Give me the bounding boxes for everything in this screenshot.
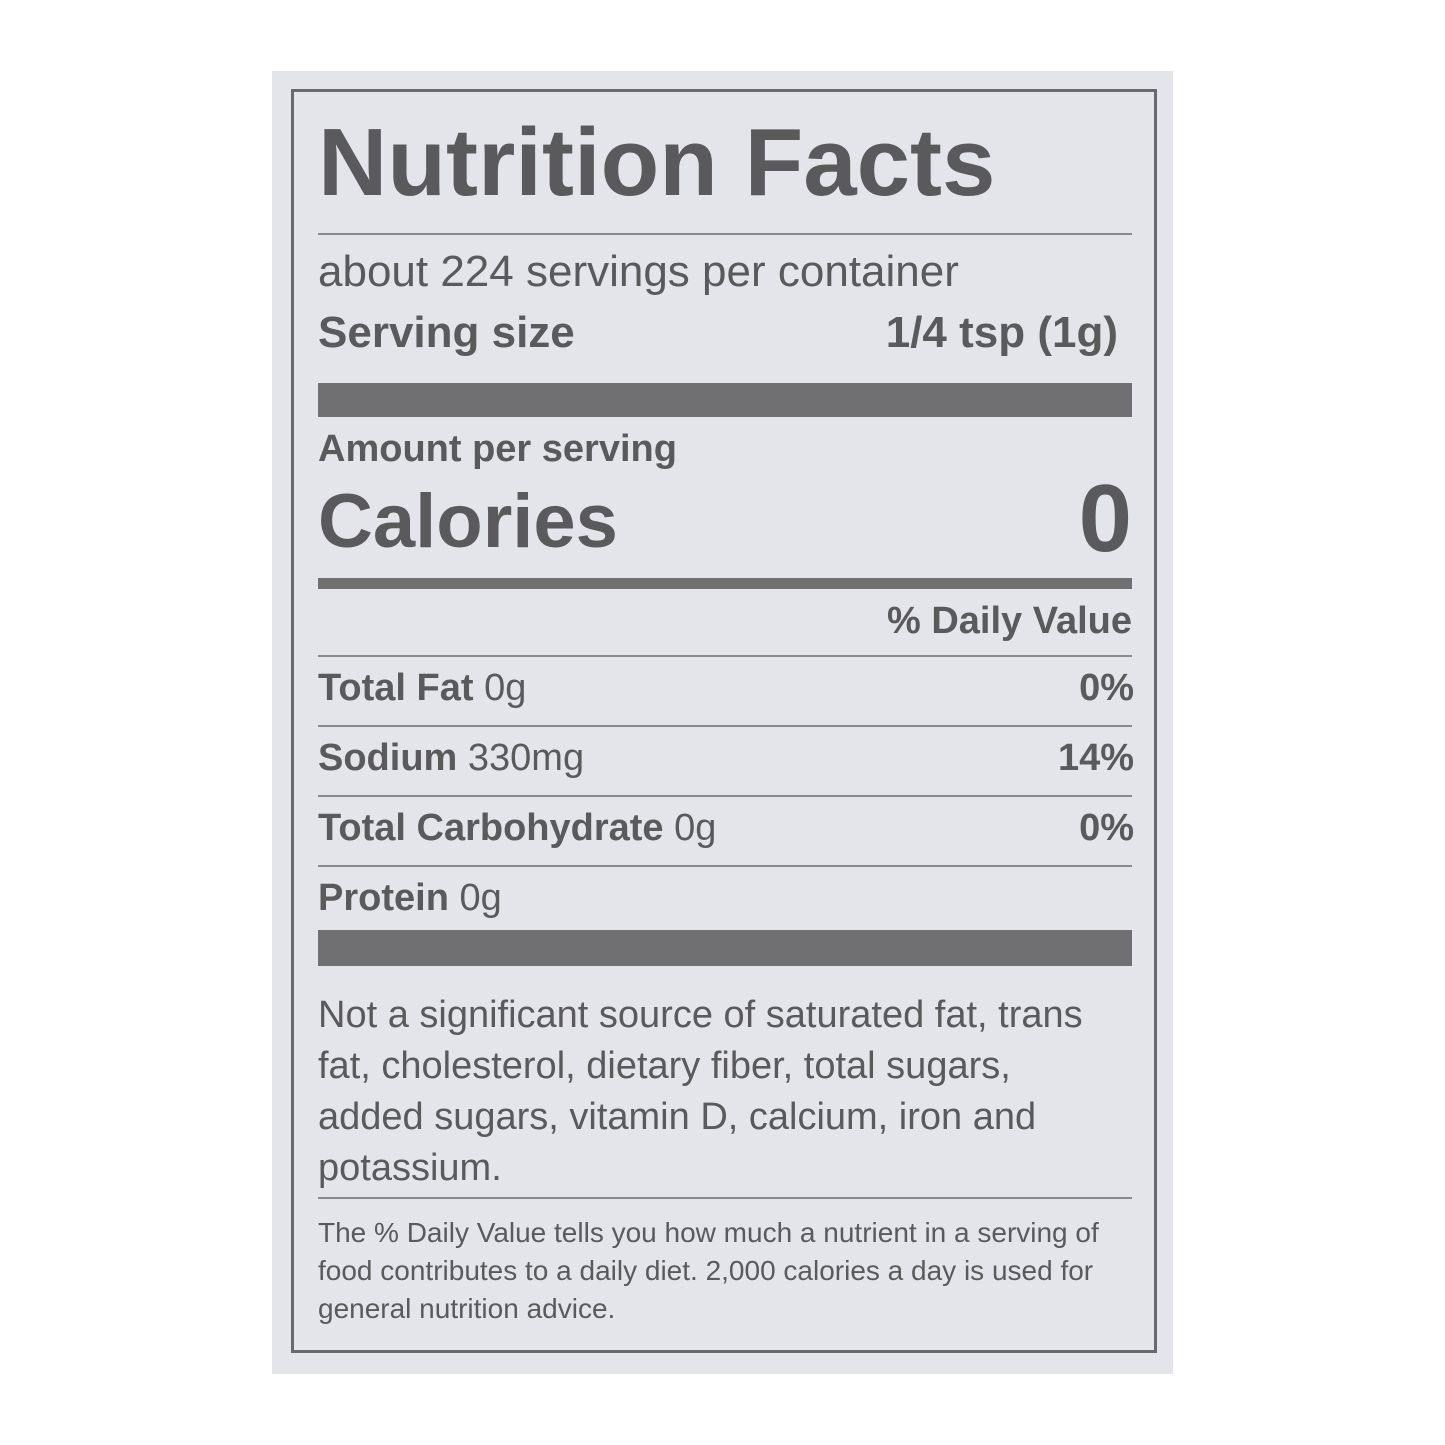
rule	[318, 865, 1132, 867]
thick-rule	[318, 930, 1132, 966]
amount-per-serving: Amount per serving	[318, 428, 677, 470]
rule	[318, 233, 1132, 235]
daily-value: 14%	[1057, 737, 1134, 779]
nutrient-name: Protein	[318, 877, 449, 919]
rule	[318, 655, 1132, 657]
label-border	[291, 89, 1157, 1353]
rule	[318, 725, 1132, 727]
nutrient-row: Total Fat 0g	[318, 667, 526, 710]
nutrient-row: Protein 0g	[318, 877, 502, 920]
title: Nutrition Facts	[318, 109, 996, 216]
rule	[318, 795, 1132, 797]
nutrient-name: Sodium	[318, 737, 458, 779]
daily-value: 0%	[1079, 667, 1134, 709]
calories-label: Calories	[318, 479, 618, 564]
thick-rule	[318, 383, 1132, 417]
daily-value: 0%	[1079, 807, 1134, 849]
servings: about 224 servings per container	[318, 247, 959, 296]
nutrient-row: Sodium 330mg	[318, 737, 584, 780]
nutrient-row: Total Carbohydrate 0g	[318, 807, 716, 850]
serving-size-label: Serving size	[318, 308, 575, 357]
nutrient-amount: 0g	[484, 667, 527, 709]
note: Not a significant source of saturated fa…	[318, 994, 1083, 1189]
footnote: The % Daily Value tells you how much a n…	[318, 1217, 1099, 1324]
rule	[318, 1197, 1132, 1199]
label-background	[272, 71, 1173, 1374]
nutrient-amount: 330mg	[467, 737, 585, 779]
nutrient-name: Total Fat	[318, 667, 474, 709]
nutrient-amount: 0g	[459, 877, 502, 919]
serving-size-value: 1/4 tsp (1g)	[885, 308, 1118, 357]
nutrient-name: Total Carbohydrate	[318, 807, 664, 849]
medium-rule	[318, 578, 1132, 589]
nutrient-amount: 0g	[674, 807, 717, 849]
calories-value: 0	[1078, 465, 1132, 572]
dv-header: % Daily Value	[886, 600, 1132, 642]
